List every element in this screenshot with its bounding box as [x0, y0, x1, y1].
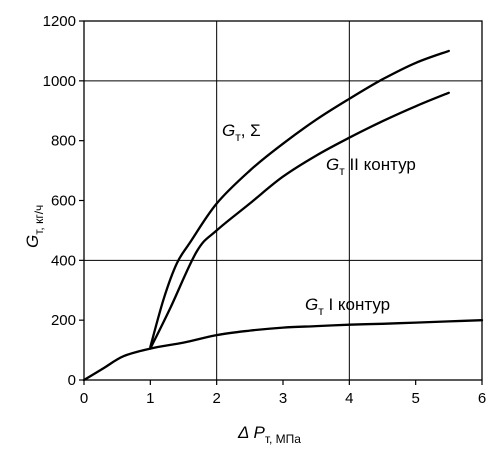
x-tick-label: 5: [411, 390, 419, 407]
series-line-circuit-2: [149, 91, 450, 350]
x-tick-label: 4: [345, 390, 353, 407]
series-label-total: Gт, Σ: [222, 121, 261, 144]
y-tick-label: 200: [51, 312, 76, 329]
series-label-circuit-2: Gт II контур: [326, 155, 416, 178]
series-lines: [82, 49, 484, 382]
y-tick-label: 600: [51, 193, 76, 210]
y-tick-label: 1000: [43, 73, 76, 90]
x-tick-label: 0: [80, 390, 88, 407]
x-tick-label: 2: [212, 390, 220, 407]
y-tick-label: 1200: [43, 13, 76, 30]
x-axis-title: Δ Pт, МПа: [237, 423, 301, 446]
y-tick-label: 0: [68, 372, 76, 389]
series-line-circuit-1: [82, 319, 484, 382]
x-tick-label: 3: [279, 390, 287, 407]
x-tick-label: 6: [478, 390, 486, 407]
y-tick-label: 800: [51, 133, 76, 150]
grid-lines: [84, 21, 482, 380]
y-axis-title: Gт, кг/ч: [23, 205, 46, 248]
series-label-circuit-1: Gт I контур: [305, 295, 390, 318]
series-line-total: [149, 49, 450, 349]
tick-labels: 0 1 2 3 4 5 6 0 200 400 600 800 1000 1200: [43, 13, 487, 407]
y-tick-label: 400: [51, 252, 76, 269]
x-tick-label: 1: [146, 390, 154, 407]
tick-marks: [79, 20, 483, 385]
